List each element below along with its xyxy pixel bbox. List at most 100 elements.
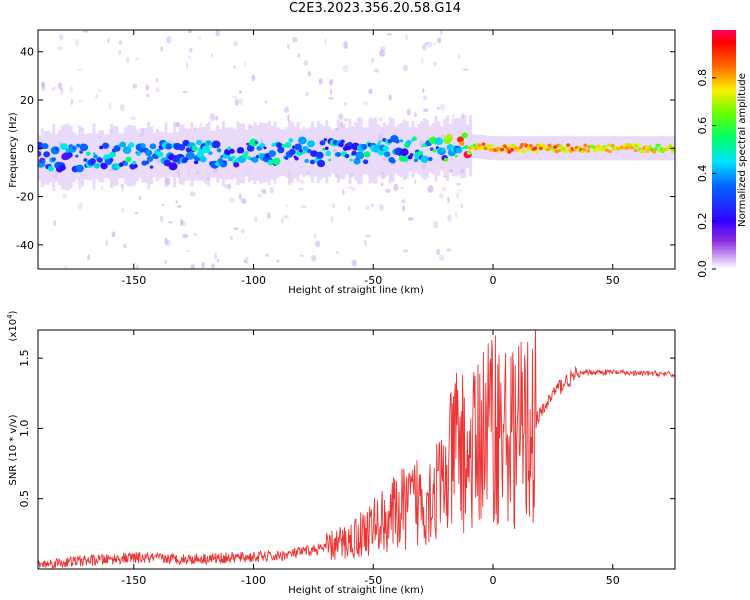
x-tick-label: 0 <box>490 274 497 287</box>
band-blob <box>563 149 568 154</box>
speckle <box>164 259 168 265</box>
speckle <box>405 33 409 41</box>
band-blob <box>444 134 454 142</box>
speckle <box>432 42 437 45</box>
band-blob <box>505 146 510 151</box>
band-blob <box>47 165 55 172</box>
speckle <box>181 220 186 227</box>
band-halo <box>365 127 369 175</box>
speckle <box>101 186 104 190</box>
band-blob <box>466 150 472 155</box>
speckle <box>440 103 446 111</box>
band-halo <box>81 127 85 187</box>
speckle <box>420 57 424 64</box>
speckle <box>436 248 440 256</box>
band-blob <box>199 156 207 163</box>
speckle <box>118 50 122 56</box>
band-halo <box>276 127 280 179</box>
speckle <box>232 40 239 47</box>
speckle <box>193 232 198 236</box>
speckle <box>105 239 109 246</box>
band-halo <box>331 129 335 174</box>
speckle <box>217 258 220 263</box>
band-blob <box>102 142 110 149</box>
y-tick-label: -40 <box>16 239 34 252</box>
speckle <box>312 233 317 240</box>
band-halo <box>138 132 142 179</box>
snr-x-ticks: -150 -100 -50 0 50 <box>121 330 620 587</box>
band-blob <box>586 149 591 153</box>
speckle <box>209 113 216 122</box>
spectrogram-panel: -150 -100 -50 0 50 -40 -20 0 20 40 Height of str… <box>8 29 676 296</box>
band-halo <box>247 124 251 182</box>
band-halo <box>336 120 340 183</box>
band-blob <box>633 148 638 153</box>
band-halo <box>129 124 133 187</box>
band-blob <box>378 140 382 144</box>
band-blob <box>307 140 315 148</box>
speckle <box>121 185 124 193</box>
band-blob <box>122 146 132 155</box>
band-blob <box>92 152 96 155</box>
speckle <box>135 57 139 61</box>
speckle <box>373 68 380 73</box>
speckle <box>406 108 411 116</box>
speckle <box>87 254 91 261</box>
band-blob <box>294 143 303 151</box>
band-halo <box>193 128 197 181</box>
speckle <box>297 187 304 191</box>
speckle <box>123 244 127 249</box>
speckle <box>119 104 125 112</box>
band-blob <box>263 146 267 150</box>
x-tick-label: 50 <box>606 274 620 287</box>
speckle <box>285 204 288 208</box>
band-blob <box>284 156 289 160</box>
speckle <box>456 192 460 199</box>
colorbar-tick-label: 0.2 <box>696 212 709 230</box>
band-blob <box>182 139 190 147</box>
band-blob <box>344 153 350 159</box>
speckle <box>159 215 164 222</box>
band-blob <box>231 155 236 160</box>
speckle <box>77 202 83 210</box>
speckle <box>74 38 80 47</box>
speckle <box>164 237 168 246</box>
speckle <box>447 196 450 204</box>
band-halo <box>127 125 131 187</box>
snr-panel: -150 -100 -50 0 50 0.5 1.0 1.5 Height of strai… <box>6 310 676 596</box>
band-blob <box>177 161 181 165</box>
band-blob <box>222 160 228 165</box>
spectrogram-x-axis-label: Height of straight line (km) <box>288 285 424 296</box>
speckle <box>364 239 367 247</box>
band-blob <box>671 149 675 153</box>
speckle <box>343 118 348 122</box>
band-blob <box>75 154 79 158</box>
speckle <box>456 182 461 186</box>
y-tick-label: 1.0 <box>18 420 31 438</box>
band-halo <box>58 129 62 186</box>
band-blob <box>402 155 410 162</box>
speckle <box>69 85 74 93</box>
band-blob <box>298 136 307 145</box>
speckle <box>441 186 447 192</box>
band-blob <box>432 149 437 153</box>
speckle <box>126 56 130 64</box>
speckle <box>264 253 270 257</box>
band-blob <box>201 145 211 154</box>
speckle <box>287 43 290 50</box>
band-blob <box>268 150 277 158</box>
speckle <box>234 98 239 106</box>
band-blob <box>93 163 101 169</box>
speckle <box>436 106 440 110</box>
band-blob <box>511 143 516 148</box>
band-blob <box>490 143 495 148</box>
band-halo <box>420 121 424 178</box>
band-blob <box>488 148 493 152</box>
band-halo <box>236 121 240 186</box>
band-blob <box>156 151 164 158</box>
x-tick-label: -50 <box>364 574 382 587</box>
speckle <box>228 183 232 190</box>
band-halo <box>101 130 105 183</box>
band-blob <box>405 139 412 146</box>
